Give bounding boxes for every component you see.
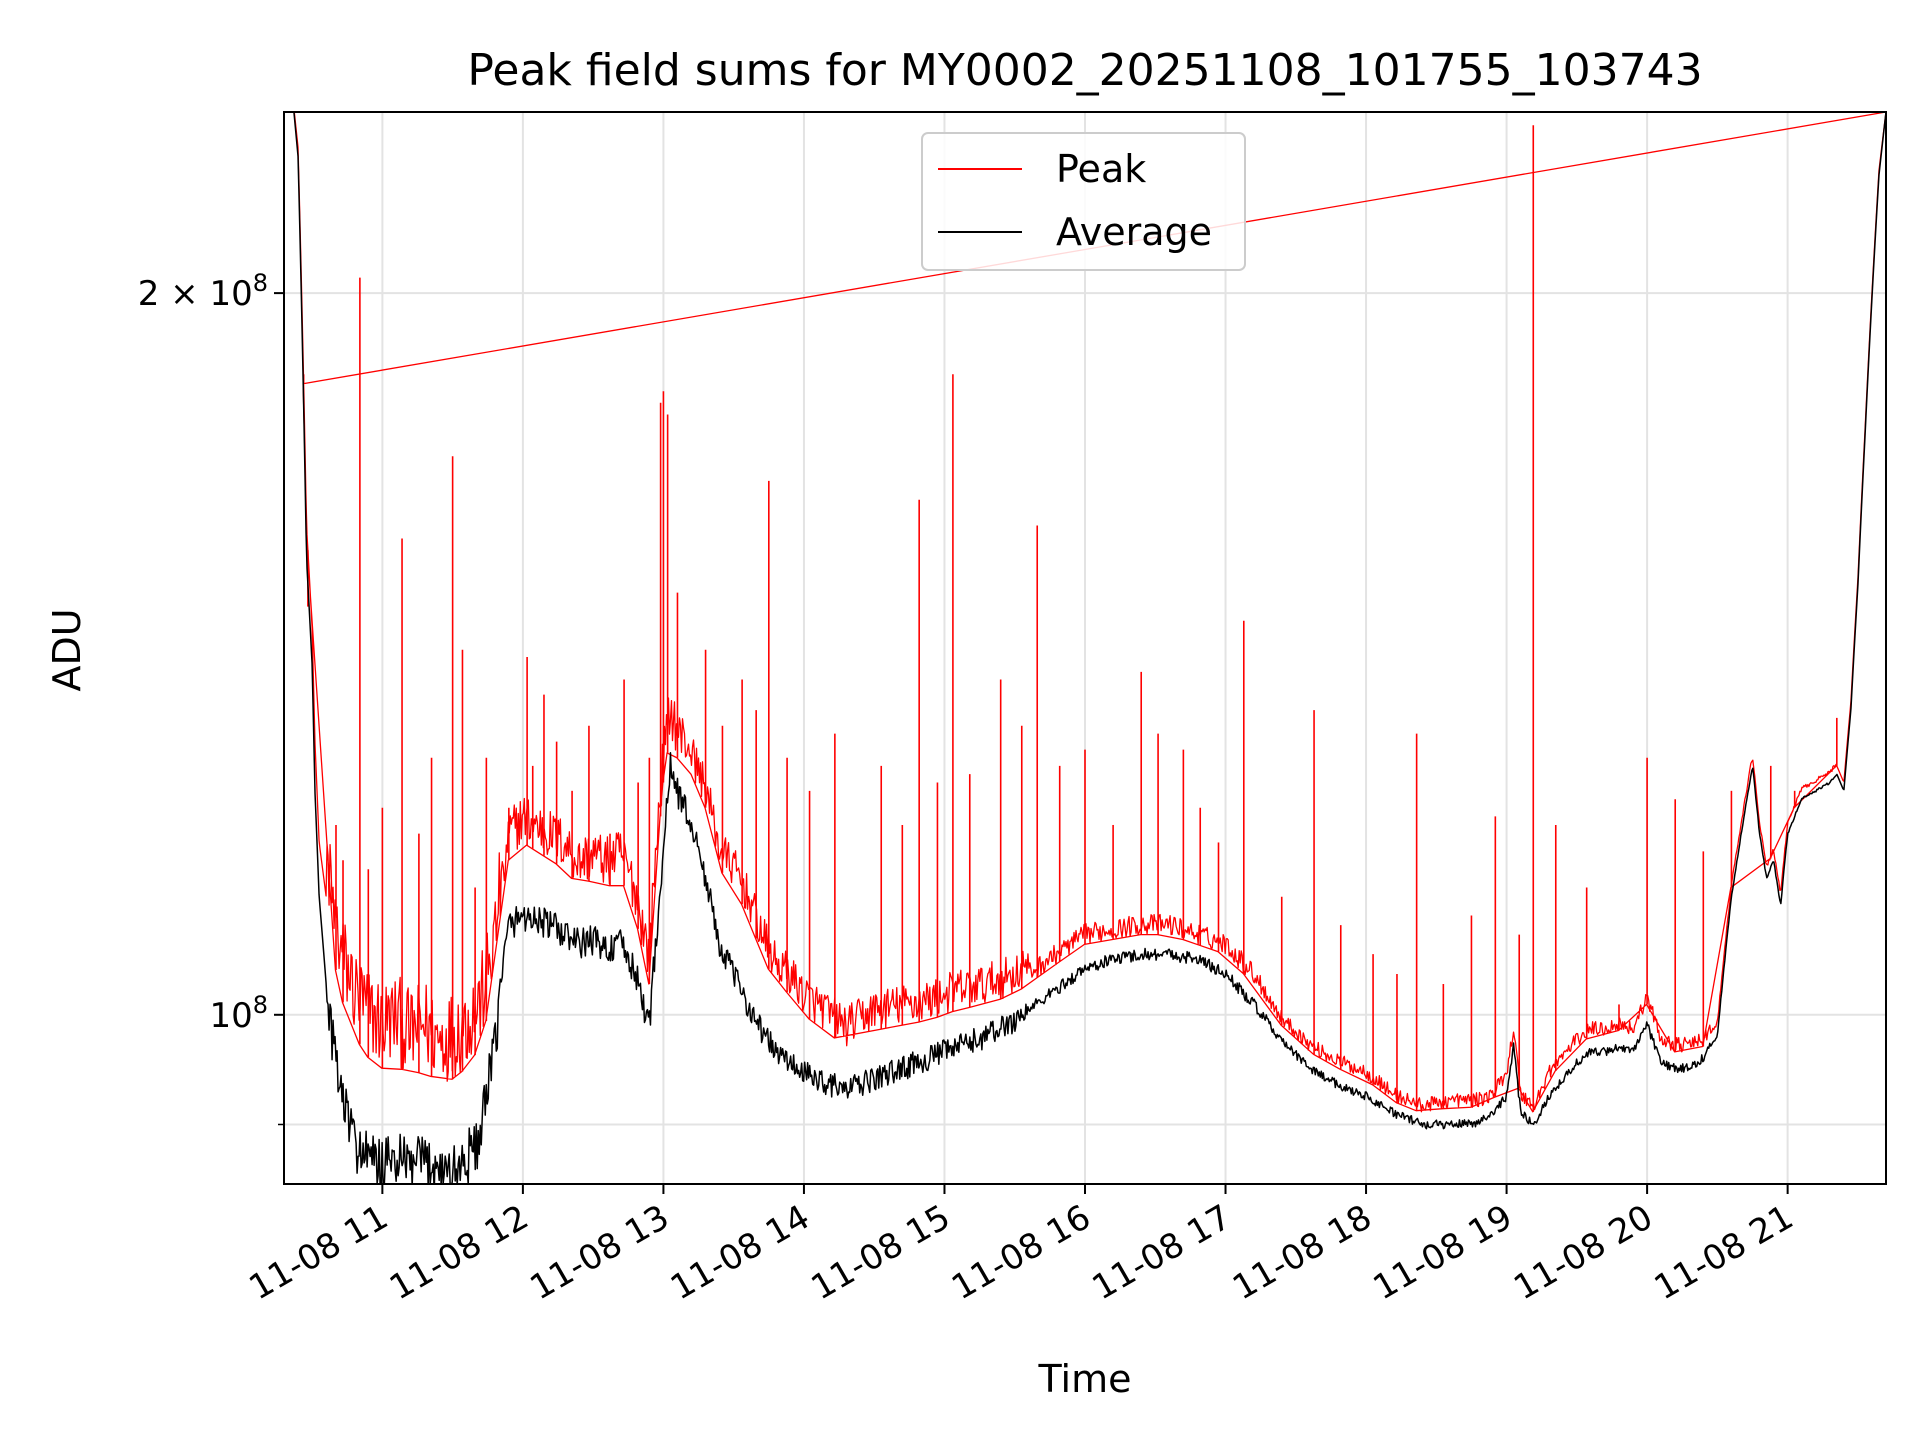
- y-tick-label-mantissa: 10: [209, 996, 252, 1036]
- legend-label-average: Average: [1056, 210, 1212, 254]
- y-tick-label-exponent: 8: [253, 269, 268, 297]
- legend: Peak Average: [921, 132, 1246, 271]
- legend-frame: [921, 132, 1246, 271]
- chart-title: Peak field sums for MY0002_20251108_1017…: [467, 45, 1702, 96]
- x-axis-label: Time: [1038, 1357, 1132, 1401]
- series-line-average: [293, 112, 1886, 1184]
- series-layer: [293, 112, 1886, 1184]
- y-tick-label-exponent: 8: [253, 991, 268, 1019]
- y-tick-label: 108: [209, 991, 268, 1036]
- y-axis-label: ADU: [45, 608, 89, 691]
- y-tick-label-mantissa: 2 × 10: [138, 274, 253, 314]
- y-tick-label: 2 × 108: [138, 269, 268, 314]
- legend-label-peak: Peak: [1056, 147, 1146, 191]
- series-line-peak: [293, 112, 1886, 1113]
